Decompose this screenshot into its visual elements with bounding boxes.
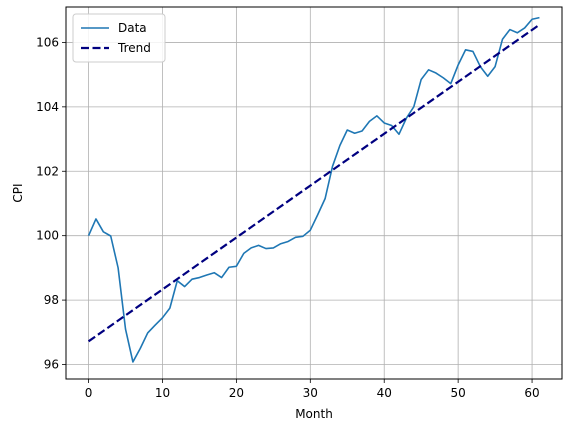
x-tick-label: 10 — [155, 386, 170, 400]
x-tick-label: 30 — [303, 386, 318, 400]
x-tick-label: 60 — [524, 386, 539, 400]
y-tick-label: 104 — [36, 100, 59, 114]
x-tick-label: 20 — [229, 386, 244, 400]
y-tick-label: 96 — [44, 358, 59, 372]
legend: Data Trend — [72, 13, 166, 63]
y-tick-label: 102 — [36, 164, 59, 178]
legend-box — [72, 13, 166, 63]
legend-label-data: Data — [118, 21, 147, 35]
y-tick-label: 98 — [44, 293, 59, 307]
y-tick-label: 100 — [36, 229, 59, 243]
x-axis-title: Month — [295, 407, 333, 421]
series-layer — [87, 16, 541, 363]
x-tick-label: 50 — [451, 386, 466, 400]
x-tick-label: 40 — [377, 386, 392, 400]
grid-lines — [66, 7, 562, 379]
y-tick-label: 106 — [36, 35, 59, 49]
axis-ticks: 0 10 20 30 40 50 60 96 98 100 102 104 106 — [36, 35, 540, 400]
plot-frame — [65, 6, 563, 380]
x-tick-label: 0 — [85, 386, 93, 400]
y-axis-title: CPI — [11, 183, 25, 202]
legend-label-trend: Trend — [117, 41, 151, 55]
series-line-data — [87, 16, 540, 363]
